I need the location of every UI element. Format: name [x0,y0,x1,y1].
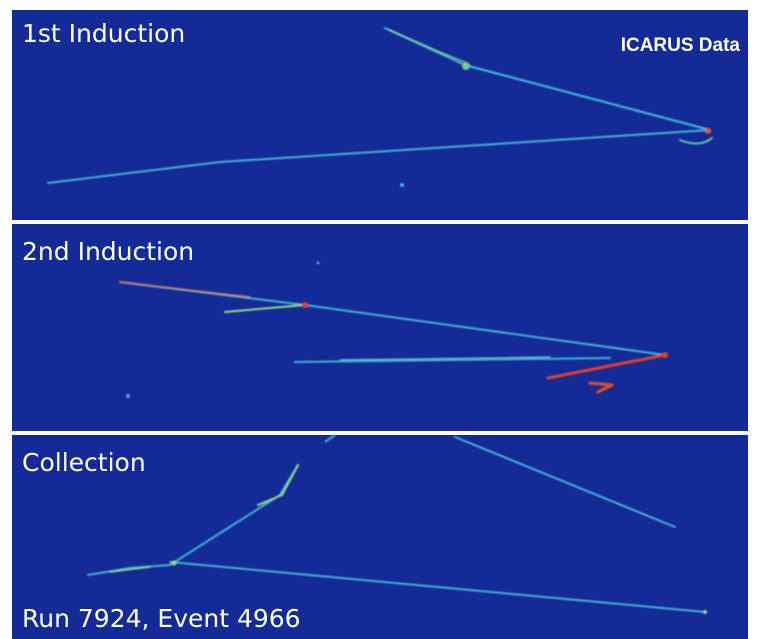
data-badge: ICARUS Data [621,35,741,56]
event-display: 1st Induction ICARUS Data 2nd Induction … [0,0,760,639]
panel-label: 1st Induction [22,19,185,48]
event-id: Run 7924, Event 4966 [22,604,301,633]
panel-label: 2nd Induction [22,237,194,266]
panel-label: Collection [22,448,146,477]
